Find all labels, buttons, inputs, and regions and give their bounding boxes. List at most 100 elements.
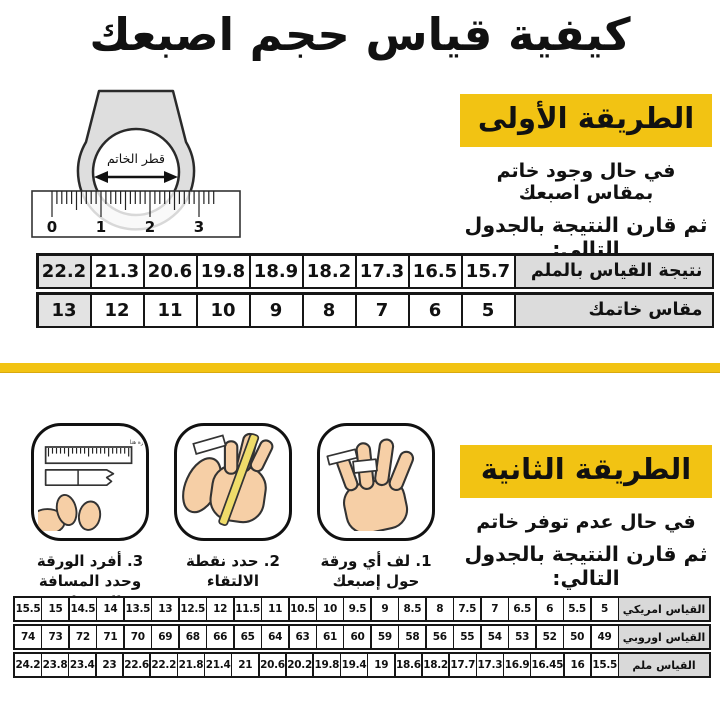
table-cell: 7 xyxy=(356,294,408,326)
table-cell: 5.5 xyxy=(564,598,591,620)
table-cell: 18.2 xyxy=(422,654,449,676)
method2-text-column: الطريقة الثانية في حال عدم توفر خاتم ثم … xyxy=(460,445,712,590)
table-cell: 49 xyxy=(591,626,618,648)
svg-text:0: 0 xyxy=(47,218,57,236)
table-cell: 71 xyxy=(97,626,124,648)
ruler-ticks xyxy=(51,191,215,217)
table-cell: 11 xyxy=(144,294,196,326)
table-cell: 16.45 xyxy=(531,654,563,676)
method2-condition-text: في حال عدم توفر خاتم xyxy=(476,510,696,533)
table-cell: 13.5 xyxy=(124,598,151,620)
step-1-caption: 1. لف أي ورقة حول إصبعك xyxy=(320,552,432,591)
section-divider xyxy=(0,363,720,373)
table-cell: 53 xyxy=(509,626,536,648)
diameter-arrow xyxy=(94,171,178,183)
step-3-illustration-box: بداية المسطرة هنا xyxy=(31,423,149,541)
step-2-caption: 2. حدد نقطة الالتقاء xyxy=(186,552,280,591)
row-label: القياس امريكي xyxy=(619,598,709,620)
table-cell: 19.8 xyxy=(313,654,340,676)
table-cell: 8 xyxy=(303,294,355,326)
method2-steps: 1. لف أي ورقة حول إصبعك 2. حدد نقطة ا xyxy=(24,423,442,612)
table-cell: 63 xyxy=(289,626,316,648)
table-cell: 68 xyxy=(179,626,206,648)
table-cell: 69 xyxy=(152,626,179,648)
ruler-numbers: 0 1 2 3 xyxy=(47,218,204,236)
page-title: كيفية قياس حجم اصبعك xyxy=(89,8,631,61)
table-cell: 15.7 xyxy=(462,255,514,287)
table-cell: 17.7 xyxy=(449,654,476,676)
table-cell: 10 xyxy=(197,294,249,326)
table-cell: 12.5 xyxy=(179,598,206,620)
row-label: القياس ملم xyxy=(619,654,709,676)
table-cell: 22.2 xyxy=(150,654,177,676)
table-cell: 64 xyxy=(262,626,289,648)
table-row: نتيجة القياس بالملم 15.7 16.5 17.3 18.2 18.9 1… xyxy=(36,253,714,289)
size-conversion-table-method2: القياس امريكي 5 5.5 6 6.5 7 7.5 8 8.5 9 9.5 10 10.5 1… xyxy=(13,596,711,680)
ring-size-table-method1: نتيجة القياس بالملم 15.7 16.5 17.3 18.2 18.9 1… xyxy=(36,253,714,331)
table-row: القياس امريكي 5 5.5 6 6.5 7 7.5 8 8.5 9 9.5 10 10.5 1… xyxy=(13,596,711,622)
table-cell: 21.4 xyxy=(205,654,231,676)
step-2: 2. حدد نقطة الالتقاء xyxy=(167,423,299,612)
table-cell: 22.2 xyxy=(38,255,90,287)
table-cell: 20.2 xyxy=(286,654,313,676)
table-cell: 17.3 xyxy=(356,255,408,287)
table-cell: 8 xyxy=(426,598,453,620)
table-cell: 72 xyxy=(69,626,96,648)
step-1-illustration-box xyxy=(317,423,435,541)
row-label: مقاس خاتمك xyxy=(515,294,712,326)
table-cell: 14 xyxy=(97,598,124,620)
svg-text:1: 1 xyxy=(96,218,106,236)
table-cell: 20.6 xyxy=(144,255,196,287)
ruler-start-note: بداية المسطرة هنا xyxy=(129,440,142,446)
table-cell: 7.5 xyxy=(454,598,481,620)
table-row: القياس ملم 15.5 16 16.45 16.9 17.3 17.7 18.2 18.… xyxy=(13,652,711,678)
table-cell: 5 xyxy=(591,598,618,620)
table-cell: 15.5 xyxy=(591,654,618,676)
table-cell: 19 xyxy=(368,654,395,676)
table-cell: 74 xyxy=(15,626,41,648)
table-cell: 61 xyxy=(317,626,343,648)
table-cell: 21.8 xyxy=(178,654,204,676)
table-cell: 21.3 xyxy=(91,255,143,287)
table-cell: 13 xyxy=(152,598,179,620)
measure-with-ruler-icon: بداية المسطرة هنا xyxy=(34,440,146,535)
row-label: القياس اوروبي xyxy=(619,626,709,648)
table-cell: 70 xyxy=(124,626,151,648)
table-cell: 66 xyxy=(207,626,234,648)
table-cell: 23.8 xyxy=(42,654,68,676)
table-cell: 12 xyxy=(207,598,234,620)
table-row: القياس اوروبي 49 50 52 53 54 55 56 58 59 60 61 63 64 6… xyxy=(13,624,711,650)
wrap-paper-around-finger-icon xyxy=(325,438,414,535)
table-cell: 24.2 xyxy=(15,654,41,676)
table-cell: 11.5 xyxy=(234,598,261,620)
table-cell: 18.9 xyxy=(250,255,302,287)
table-cell: 16.9 xyxy=(504,654,530,676)
table-cell: 8.5 xyxy=(399,598,426,620)
step-1: 1. لف أي ورقة حول إصبعك xyxy=(310,423,442,612)
table-cell: 9.5 xyxy=(344,598,371,620)
table-cell: 60 xyxy=(344,626,371,648)
table-cell: 13 xyxy=(38,294,90,326)
table-cell: 16.5 xyxy=(409,255,461,287)
table-cell: 23 xyxy=(96,654,123,676)
table-cell: 73 xyxy=(42,626,69,648)
table-cell: 7 xyxy=(481,598,508,620)
method1-condition-text: في حال وجود خاتم بمقاس اصبعك xyxy=(496,159,676,204)
table-cell: 58 xyxy=(399,626,426,648)
table-cell: 14.5 xyxy=(69,598,96,620)
table-cell: 12 xyxy=(91,294,143,326)
table-cell: 6 xyxy=(536,598,563,620)
table-cell: 16 xyxy=(564,654,591,676)
table-cell: 21 xyxy=(232,654,259,676)
table-cell: 9 xyxy=(250,294,302,326)
table-cell: 20.6 xyxy=(259,654,286,676)
table-cell: 65 xyxy=(234,626,261,648)
table-cell: 18.2 xyxy=(303,255,355,287)
table-cell: 5 xyxy=(462,294,514,326)
table-cell: 22.6 xyxy=(123,654,150,676)
svg-text:2: 2 xyxy=(145,218,155,236)
table-cell: 6.5 xyxy=(509,598,536,620)
mark-meeting-point-icon xyxy=(181,432,273,526)
table-cell: 23.4 xyxy=(69,654,96,676)
table-cell: 56 xyxy=(426,626,453,648)
